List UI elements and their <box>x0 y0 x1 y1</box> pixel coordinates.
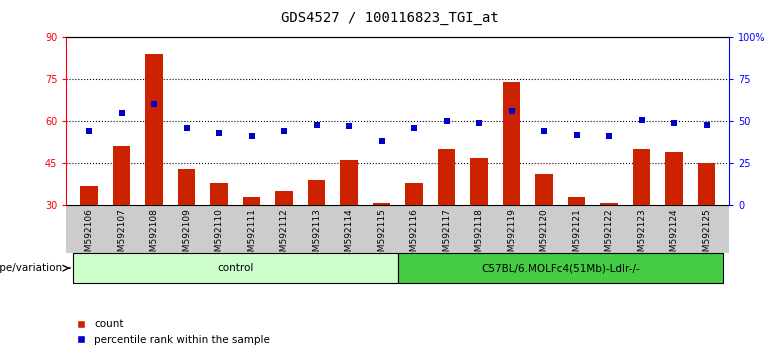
Bar <box>243 197 261 205</box>
Bar <box>470 158 488 205</box>
Bar <box>438 149 456 205</box>
Point <box>408 125 420 131</box>
Point <box>441 118 453 124</box>
Point <box>278 129 290 134</box>
FancyBboxPatch shape <box>398 253 723 283</box>
Text: control: control <box>217 263 254 273</box>
Legend: count, percentile rank within the sample: count, percentile rank within the sample <box>72 315 275 349</box>
Bar <box>600 202 618 205</box>
Point <box>570 132 583 138</box>
Text: genotype/variation: genotype/variation <box>0 263 62 273</box>
Bar <box>697 163 715 205</box>
Bar <box>633 149 651 205</box>
Bar <box>502 82 520 205</box>
Point <box>310 122 323 127</box>
Bar <box>178 169 196 205</box>
Point <box>505 108 518 114</box>
Point <box>636 117 648 122</box>
Point <box>473 120 485 126</box>
Point <box>115 110 128 116</box>
Point <box>538 129 551 134</box>
Bar <box>210 183 228 205</box>
Bar <box>405 183 423 205</box>
Bar <box>145 54 163 205</box>
Point <box>180 125 193 131</box>
Point <box>668 120 680 126</box>
Bar <box>275 191 293 205</box>
Bar <box>568 197 586 205</box>
Point <box>343 124 356 129</box>
Bar <box>80 186 98 205</box>
Text: C57BL/6.MOLFc4(51Mb)-Ldlr-/-: C57BL/6.MOLFc4(51Mb)-Ldlr-/- <box>481 263 640 273</box>
Bar <box>112 147 130 205</box>
Point <box>246 133 258 139</box>
Point <box>83 129 95 134</box>
Point <box>603 133 615 139</box>
Bar <box>535 175 553 205</box>
Point <box>213 130 225 136</box>
Point <box>148 102 161 107</box>
FancyBboxPatch shape <box>73 253 398 283</box>
Point <box>375 138 388 144</box>
Point <box>700 122 713 127</box>
Bar <box>665 152 683 205</box>
Bar <box>373 202 391 205</box>
Text: GDS4527 / 100116823_TGI_at: GDS4527 / 100116823_TGI_at <box>281 11 499 25</box>
Bar <box>307 180 325 205</box>
Bar <box>340 160 358 205</box>
